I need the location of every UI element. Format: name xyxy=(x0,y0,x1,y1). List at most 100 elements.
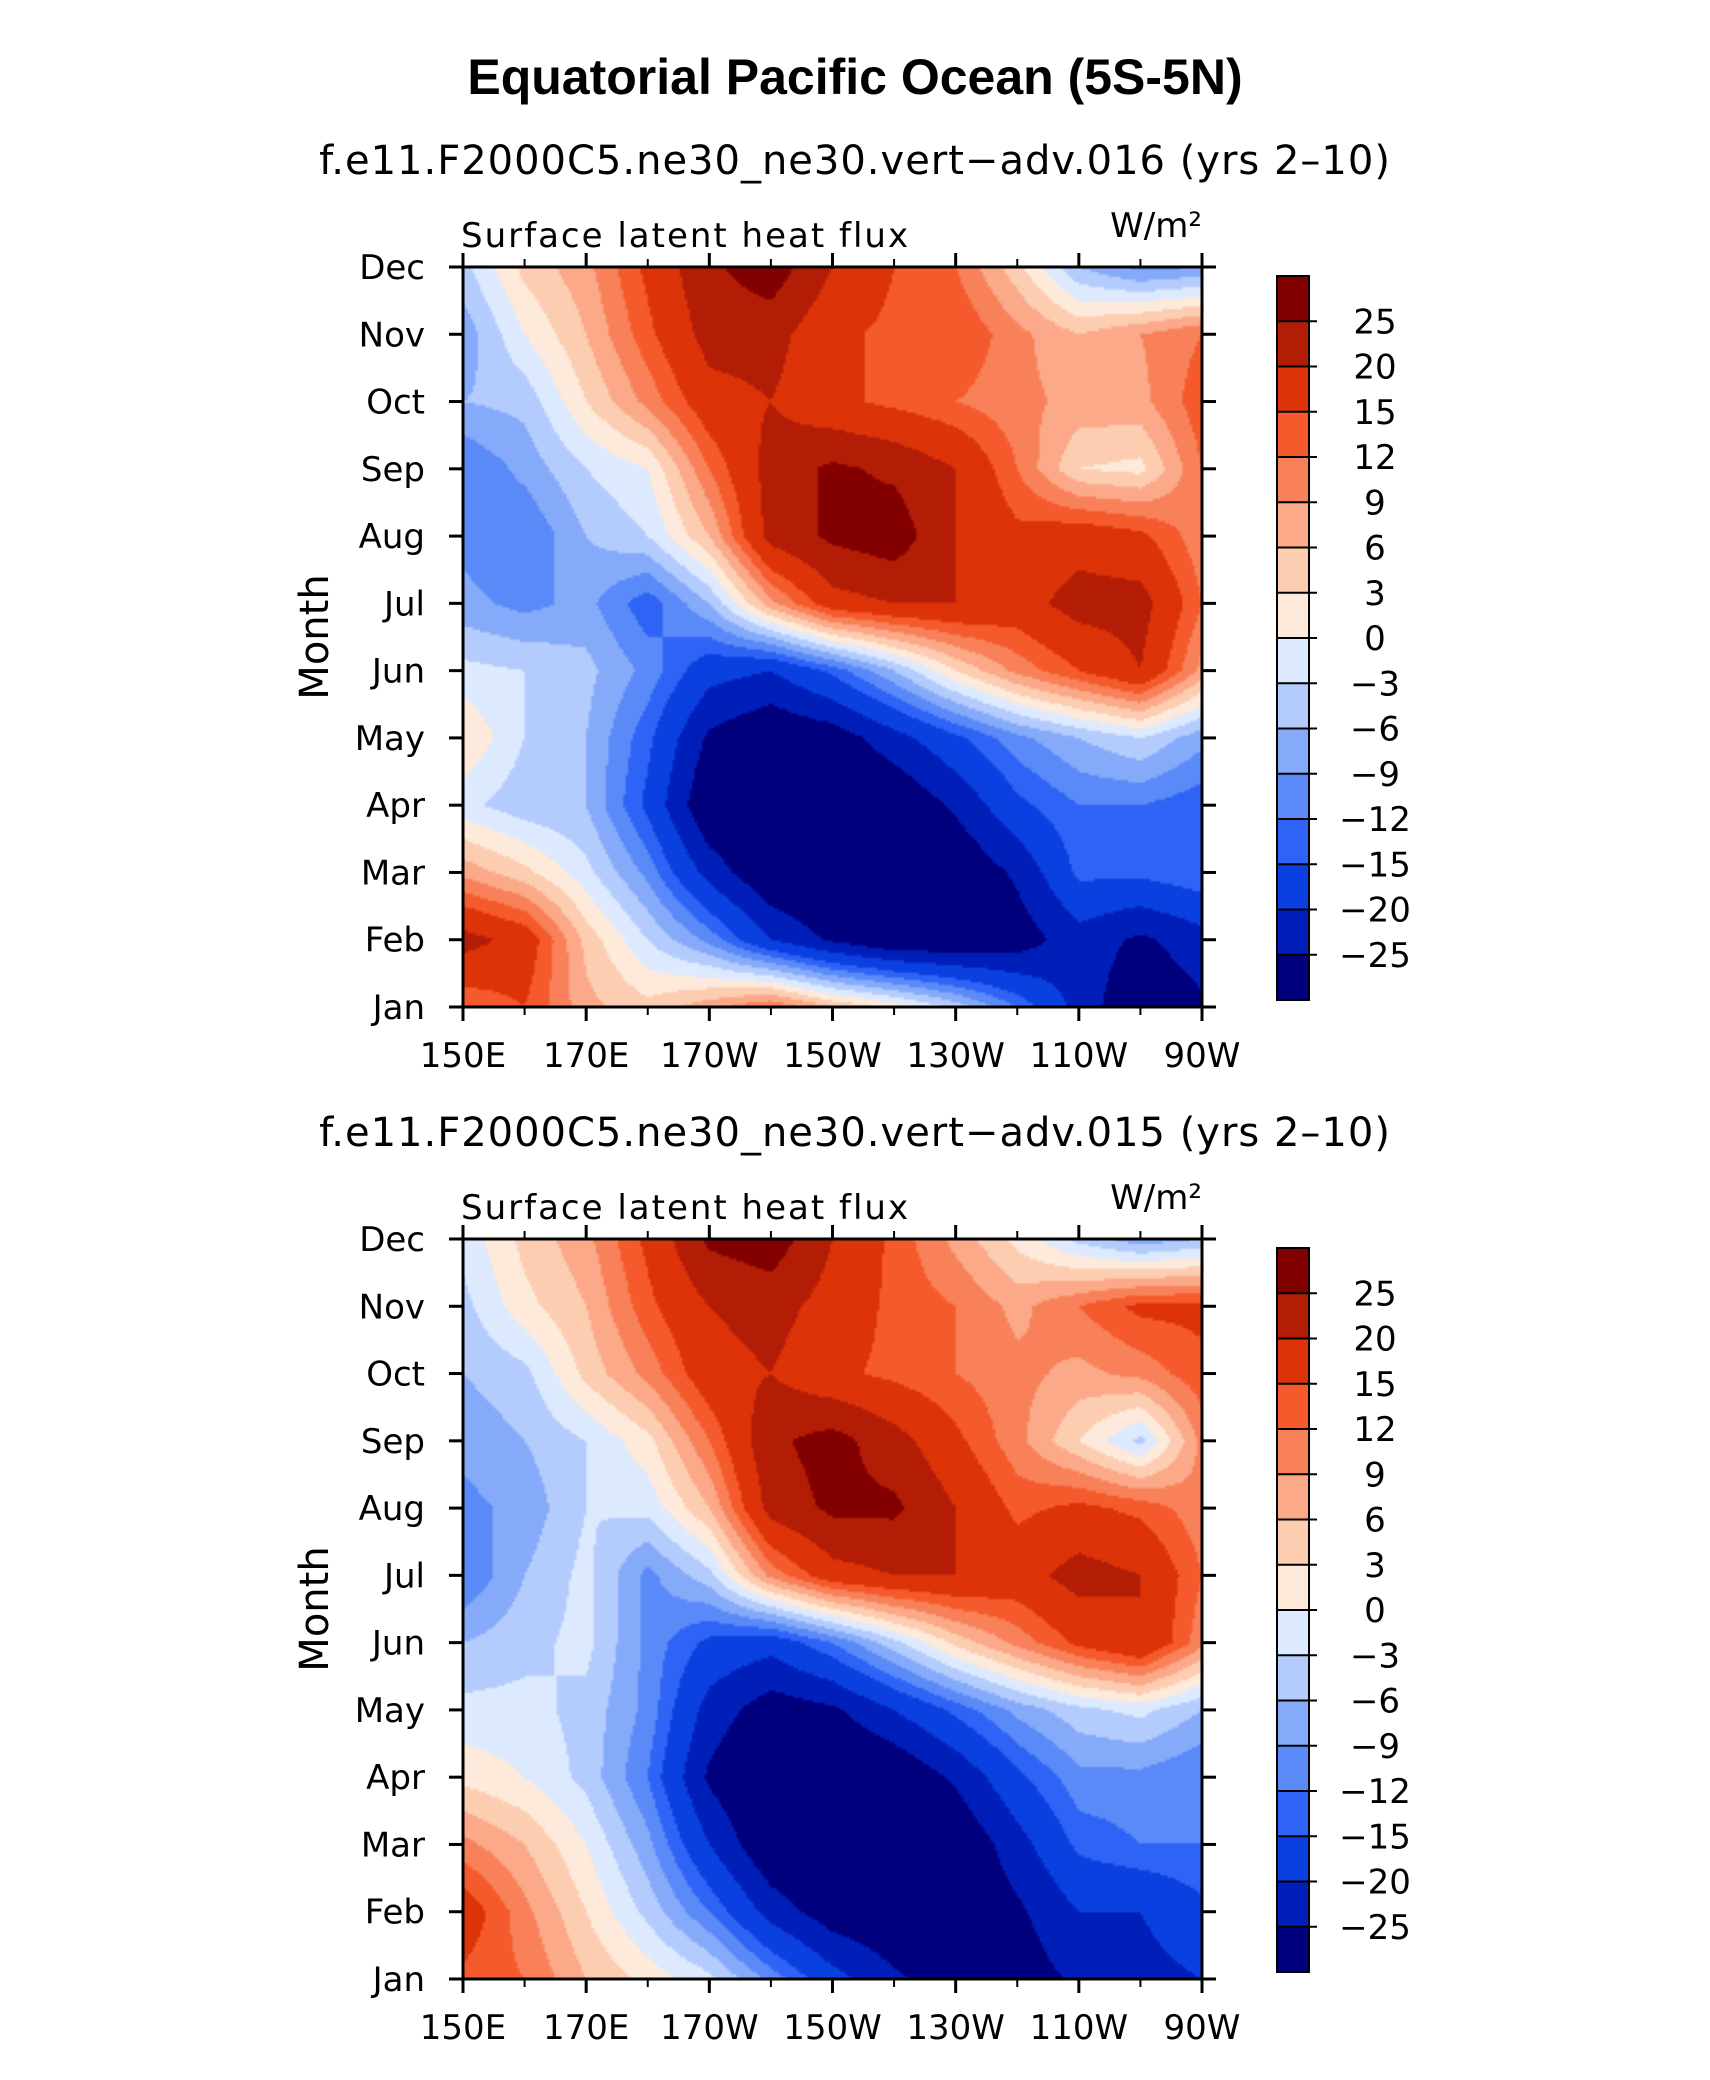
panel-2-title: f.e11.F2000C5.ne30_ne30.vert−adv.015 (yr… xyxy=(319,1110,1391,1156)
colorbar-label: −3 xyxy=(1350,664,1400,704)
colorbar-label: 20 xyxy=(1353,1320,1396,1360)
y-tick-label: Mar xyxy=(361,853,425,893)
y-tick-label: May xyxy=(355,719,425,759)
contour-field xyxy=(463,1239,1202,1979)
colorbar-box xyxy=(1277,864,1309,910)
x-tick-label: 110W xyxy=(1030,2008,1129,2048)
colorbar-box xyxy=(1277,1700,1309,1747)
colorbar-box xyxy=(1277,683,1309,729)
y-tick-label: Jul xyxy=(382,1556,425,1596)
colorbar-box xyxy=(1277,638,1309,684)
x-tick-label: 170W xyxy=(660,2008,759,2048)
colorbar-label: 0 xyxy=(1364,1591,1386,1631)
y-tick-label: Sep xyxy=(361,1422,425,1462)
colorbar-label: 15 xyxy=(1353,393,1396,433)
x-tick-label: 170E xyxy=(543,1036,629,1076)
colorbar-box xyxy=(1277,1655,1309,1701)
colorbar-label: −6 xyxy=(1350,710,1400,750)
colorbar-box xyxy=(1277,909,1309,956)
colorbar-box xyxy=(1277,954,1309,1001)
left-string: Surface latent heat flux xyxy=(461,1188,910,1228)
y-tick-label: Oct xyxy=(366,1355,425,1395)
colorbar-box xyxy=(1277,1881,1309,1928)
y-tick-label: Aug xyxy=(359,517,425,557)
colorbar-label: 9 xyxy=(1364,483,1386,523)
colorbar-box xyxy=(1277,1610,1309,1656)
x-tick-label: 170E xyxy=(543,2008,629,2048)
x-tick-label: 150W xyxy=(783,1036,882,1076)
colorbar-box xyxy=(1277,1791,1309,1837)
colorbar-box xyxy=(1277,1836,1309,1882)
panel-1-title: f.e11.F2000C5.ne30_ne30.vert−adv.016 (yr… xyxy=(319,138,1391,184)
colorbar-label: −9 xyxy=(1350,1727,1400,1767)
y-tick-label: Feb xyxy=(365,1893,425,1933)
y-tick-label: Aug xyxy=(359,1489,425,1529)
colorbar-box xyxy=(1277,1293,1309,1339)
colorbar-label: −12 xyxy=(1339,800,1411,840)
colorbar-label: −3 xyxy=(1350,1636,1400,1676)
colorbar-box xyxy=(1277,321,1309,367)
y-tick-label: Apr xyxy=(366,1758,425,1798)
colorbar-label: −20 xyxy=(1339,1863,1411,1903)
colorbar-label: −20 xyxy=(1339,891,1411,931)
colorbar-box xyxy=(1277,411,1309,458)
colorbar-label: 25 xyxy=(1353,1274,1396,1314)
x-tick-label: 170W xyxy=(660,1036,759,1076)
colorbar-label: 20 xyxy=(1353,348,1396,388)
colorbar-label: 12 xyxy=(1353,1410,1396,1450)
colorbar-box xyxy=(1277,773,1309,820)
colorbar-label: 25 xyxy=(1353,302,1396,342)
left-string: Surface latent heat flux xyxy=(461,216,910,256)
colorbar-label: −6 xyxy=(1350,1682,1400,1722)
y-tick-label: Sep xyxy=(361,450,425,490)
colorbar-box xyxy=(1277,1248,1309,1294)
y-tick-label: Dec xyxy=(359,248,425,288)
colorbar-label: 3 xyxy=(1364,574,1386,614)
colorbar-label: −15 xyxy=(1339,845,1411,885)
colorbar-box xyxy=(1277,1564,1309,1611)
x-tick-label: 150E xyxy=(420,2008,506,2048)
y-tick-label: Nov xyxy=(359,1287,425,1327)
colorbar-box xyxy=(1277,1745,1309,1792)
colorbar-box xyxy=(1277,1474,1309,1520)
colorbar-box xyxy=(1277,592,1309,639)
colorbar-box xyxy=(1277,502,1309,548)
y-tick-label: Apr xyxy=(366,786,425,826)
contour-field xyxy=(463,267,1202,1007)
x-tick-label: 110W xyxy=(1030,1036,1129,1076)
colorbar-label: −25 xyxy=(1339,936,1411,976)
colorbar-label: −15 xyxy=(1339,1817,1411,1857)
y-tick-label: Oct xyxy=(366,383,425,423)
colorbar-box xyxy=(1277,547,1309,594)
colorbar-box xyxy=(1277,1338,1309,1385)
colorbar-label: 0 xyxy=(1364,619,1386,659)
x-tick-label: 90W xyxy=(1164,2008,1241,2048)
x-tick-label: 150W xyxy=(783,2008,882,2048)
figure-title: Equatorial Pacific Ocean (5S-5N) xyxy=(467,49,1243,105)
y-tick-label: Nov xyxy=(359,315,425,355)
units-label: W/m² xyxy=(1110,1178,1202,1218)
colorbar-box xyxy=(1277,457,1309,503)
y-tick-label: Jun xyxy=(370,1624,425,1664)
x-tick-label: 90W xyxy=(1164,1036,1241,1076)
colorbar-label: 6 xyxy=(1364,529,1386,569)
colorbar-label: −25 xyxy=(1339,1908,1411,1948)
colorbar-box xyxy=(1277,819,1309,865)
y-tick-label: Feb xyxy=(365,921,425,961)
colorbar-label: 12 xyxy=(1353,438,1396,478)
panel-1-chart: 150E 170E 170W 150W 130W 110W 90W Jan Feb Mar Apr M… xyxy=(292,206,1411,1076)
x-tick-label: 130W xyxy=(906,2008,1005,2048)
units-label: W/m² xyxy=(1110,206,1202,246)
y-tick-label: Jul xyxy=(382,584,425,624)
colorbar-label: −12 xyxy=(1339,1772,1411,1812)
y-tick-label: Mar xyxy=(361,1825,425,1865)
colorbar-label: 3 xyxy=(1364,1546,1386,1586)
colorbar-label: 9 xyxy=(1364,1455,1386,1495)
y-axis-label: Month xyxy=(292,1546,338,1671)
y-tick-label: Jan xyxy=(371,1960,425,2000)
colorbar-box xyxy=(1277,728,1309,775)
colorbar-label: 6 xyxy=(1364,1501,1386,1541)
colorbar-box xyxy=(1277,1926,1309,1973)
colorbar-box xyxy=(1277,1519,1309,1566)
colorbar-label: 15 xyxy=(1353,1365,1396,1405)
